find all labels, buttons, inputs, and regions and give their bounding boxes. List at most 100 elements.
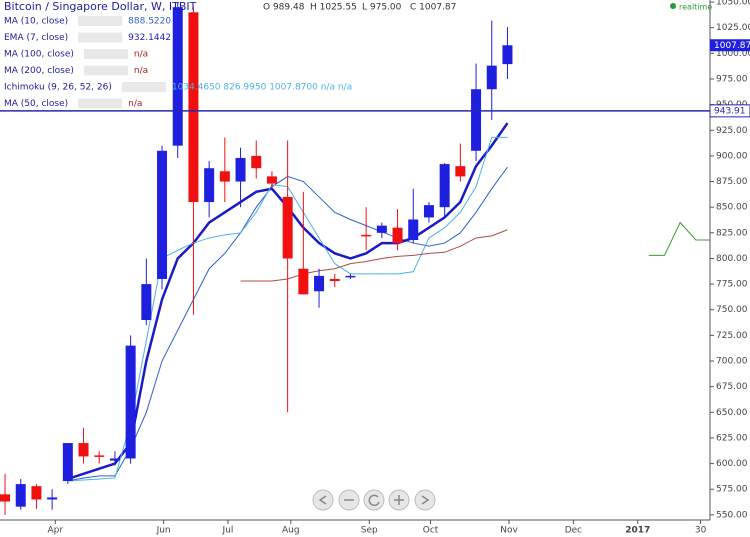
legend: Bitcoin / Singapore Dollar, W, ITBIT O 9… [4,0,712,109]
legend-icons[interactable] [121,82,166,92]
legend-icons[interactable] [78,32,123,43]
candle-body [282,196,293,259]
candle-body [298,268,309,295]
x-tick-label: 2017 [625,526,650,536]
indicator-line [240,229,508,282]
y-tick-label: 600.00 [716,459,748,469]
candle-body [204,168,215,203]
price-line-label: 943.91 [714,106,746,116]
candle-body [376,225,387,233]
y-tick-label: 650.00 [716,408,748,418]
candle-body [141,284,152,320]
y-tick-label: 750.00 [716,305,748,315]
candle-body [471,89,482,151]
legend-name: Ichimoku (9, 26, 52, 26) [4,83,112,93]
x-tick-label: Sep [361,526,378,536]
last-price-tag [710,39,750,52]
x-tick-label: Aug [282,526,300,536]
candle-body [266,176,277,184]
y-tick-label: 550.00 [716,510,748,520]
price-line-tag [709,104,750,118]
axes: 550.00 575.00 600.00 625.00 650.00 675.00 700.… [47,0,750,536]
zoom-icons [318,495,430,505]
legend-icons[interactable] [83,49,128,59]
y-tick-label: 1025.00 [716,23,750,33]
legend-name: MA (200, close) [4,66,74,76]
legend-value: 888.5220 [128,17,171,27]
candle-body [172,7,183,146]
realtime: realtime [679,3,712,12]
realtime-dot [670,3,676,9]
y-tick-label: 925.00 [716,126,748,136]
scroll-right[interactable] [414,489,436,511]
candle-body [314,275,325,292]
candle-body [345,275,356,278]
y-tick-label: 1000.00 [716,49,750,59]
ohlc: H 1025.55 [310,3,357,13]
candle-body [94,455,105,457]
y-tick-label: 900.00 [716,151,748,161]
y-tick-label: 875.00 [716,177,748,187]
candle-body [423,205,434,218]
zoom-controls [312,489,436,511]
plot [0,2,710,515]
x-tick-label: Jul [222,526,234,536]
y-tick-label: 675.00 [716,382,748,392]
y-tick-label: 800.00 [716,254,748,264]
legend-icons[interactable] [83,65,128,76]
legend-name: MA (100, close) [4,50,74,60]
legend-value: 932.1442 [128,33,171,43]
legend-value: 1034.4650 826.9950 1007.8700 n/a n/a [172,83,352,93]
legend-icons[interactable] [78,16,123,26]
legend-name: MA (50, close) [4,99,68,109]
scroll-left[interactable] [312,489,334,511]
candle-body [109,458,120,461]
ohlc: C 1007.87 [410,3,456,13]
candle-body [15,484,26,507]
y-tick-label: 850.00 [716,203,748,213]
legend-icons[interactable] [78,98,123,109]
legend-name: EMA (7, close) [4,33,68,43]
candle-body [219,171,230,182]
legend-value: n/a [134,50,148,60]
reset-icon [368,494,380,507]
y-tick-label: 625.00 [716,433,748,443]
legend-name: MA (10, close) [4,17,68,27]
candle-body [439,164,450,208]
candle-body [0,494,11,502]
y-tick-label: 725.00 [716,331,748,341]
candle-body [486,65,497,90]
legend-value: n/a [128,99,142,109]
y-tick-label: 825.00 [716,228,748,238]
x-tick-label: Nov [500,526,518,536]
x-tick-label: Dec [565,526,582,536]
candle-body [78,443,89,457]
candle-body [329,278,340,282]
candle-body [125,345,136,459]
candle-body [455,166,466,177]
reset[interactable] [363,489,385,511]
candle-body [392,227,403,244]
y-tick-label: 700.00 [716,357,748,367]
y-tick-label: 775.00 [716,280,748,290]
y-tick-label: 975.00 [716,74,748,84]
candle-body [408,219,419,240]
x-tick-label: 30 [695,526,707,536]
candle-body [361,234,372,237]
ohlc: O 989.48 [263,3,305,13]
y-tick-label: 575.00 [716,485,748,495]
last-price-label: 1007.87 [714,41,750,51]
y-tick-label: 1050.00 [716,0,750,8]
x-tick-label: Oct [423,526,439,536]
ohlc: L 975.00 [362,3,402,13]
indicator-line [648,221,710,256]
chart-title: Bitcoin / Singapore Dollar, W, ITBIT [4,0,197,13]
x-tick-label: Apr [47,526,63,536]
candle-body [31,486,42,500]
legend-value: n/a [134,66,148,76]
candle-body [62,443,73,482]
candle-body [47,497,58,500]
x-tick-label: Jun [156,526,171,536]
candle-body [188,12,199,203]
